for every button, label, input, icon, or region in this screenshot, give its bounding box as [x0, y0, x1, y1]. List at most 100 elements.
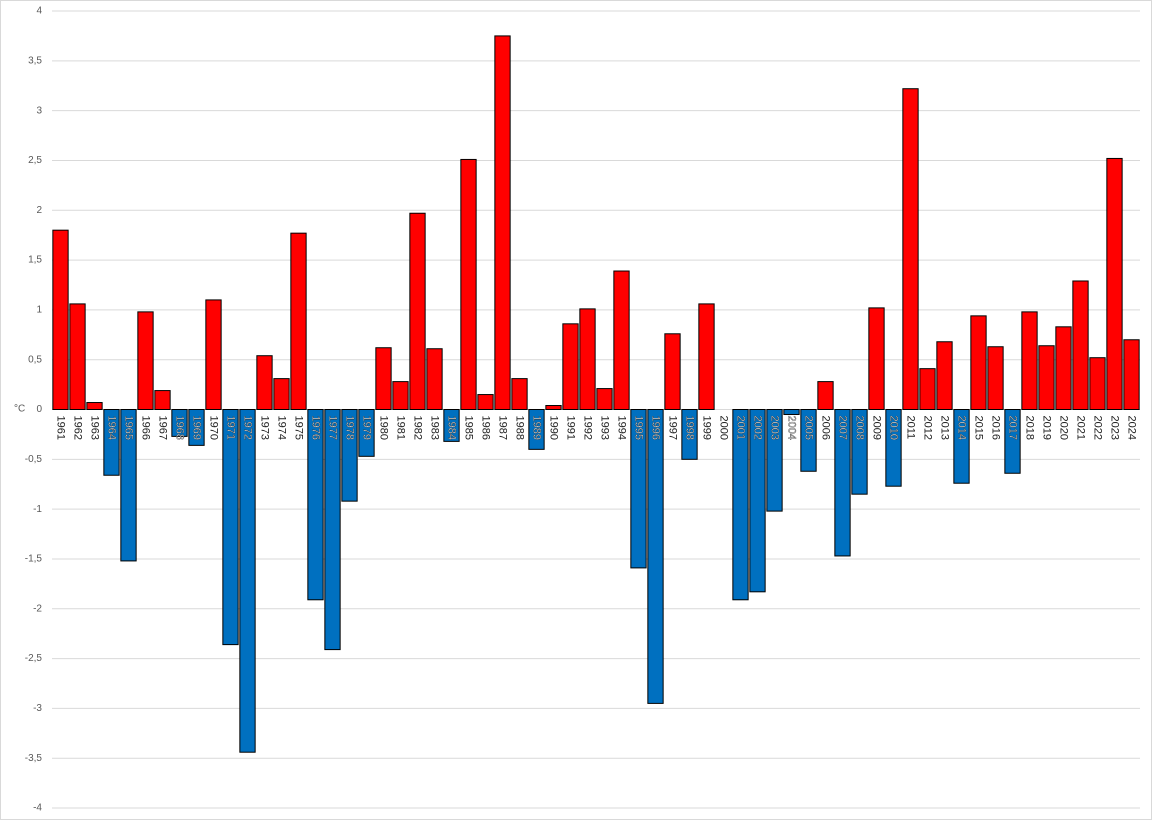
x-tick-label: 2006 [820, 416, 832, 440]
x-tick-label: 2011 [905, 416, 917, 440]
x-tick-label: 1989 [531, 416, 543, 440]
bar [1106, 157, 1123, 410]
bar [749, 409, 766, 593]
y-tick-label: -0,5 [25, 454, 43, 465]
bar [953, 409, 970, 484]
bar [52, 229, 69, 410]
y-tick-label: 1,5 [28, 255, 42, 266]
x-tick-label: 1977 [327, 416, 339, 440]
bar [137, 311, 154, 410]
bar [477, 394, 494, 410]
bar [698, 303, 715, 410]
x-tick-label: 2021 [1075, 416, 1087, 440]
bar [647, 409, 664, 704]
x-tick-label: 2019 [1041, 416, 1053, 440]
y-tick-label: -2 [33, 603, 42, 614]
bar [103, 409, 120, 476]
bar [375, 347, 392, 411]
bar [868, 307, 885, 411]
y-tick-label: 3,5 [28, 55, 42, 66]
x-tick-label: 1968 [174, 416, 186, 440]
bar [341, 409, 358, 502]
x-tick-label: 2004 [786, 416, 798, 440]
x-tick-label: 1963 [89, 416, 101, 440]
bar [443, 409, 460, 442]
x-tick-label: 1971 [225, 416, 237, 440]
bar [1055, 326, 1072, 410]
bar [188, 409, 205, 446]
bar [511, 378, 528, 410]
y-tick-label: 2,5 [28, 155, 42, 166]
bar [1072, 280, 1089, 411]
bar [239, 409, 256, 753]
x-tick-label: 2023 [1109, 416, 1121, 440]
x-tick-label: 1997 [667, 416, 679, 440]
bar [885, 409, 902, 487]
y-tick-label: 3 [36, 105, 42, 116]
bar [324, 409, 341, 651]
y-tick-label: -3 [33, 703, 42, 714]
bar [528, 409, 545, 450]
bar [919, 368, 936, 410]
bar [596, 388, 613, 410]
x-tick-label: 2017 [1007, 416, 1019, 440]
bar [273, 378, 290, 410]
bar [783, 409, 800, 415]
x-tick-label: 1982 [412, 416, 424, 440]
x-tick-label: 2010 [888, 416, 900, 440]
bar [256, 355, 273, 411]
x-tick-label: 2018 [1024, 416, 1036, 440]
x-tick-label: 2007 [837, 416, 849, 440]
bar [1089, 357, 1106, 411]
x-tick-label: 2013 [939, 416, 951, 440]
bar [392, 381, 409, 411]
bar [732, 409, 749, 601]
x-tick-label: 1985 [463, 416, 475, 440]
bar [69, 303, 86, 410]
x-tick-label: 1980 [378, 416, 390, 440]
x-tick-label: 1990 [548, 416, 560, 440]
bar [205, 299, 222, 411]
y-tick-label: -2,5 [25, 653, 43, 664]
x-tick-label: 2012 [922, 416, 934, 440]
bar [851, 409, 868, 495]
x-tick-label: 1994 [616, 416, 628, 440]
x-tick-label: 1965 [123, 416, 135, 440]
bar [222, 409, 239, 646]
x-tick-label: 1983 [429, 416, 441, 440]
x-tick-label: 1976 [310, 416, 322, 440]
y-tick-label: 0 [36, 404, 42, 415]
bar [800, 409, 817, 472]
x-tick-label: 1987 [497, 416, 509, 440]
y-tick-label: -3,5 [25, 753, 43, 764]
bar [290, 232, 307, 410]
x-tick-label: 1991 [565, 416, 577, 440]
bar [817, 381, 834, 411]
x-tick-label: 2016 [990, 416, 1002, 440]
bar [970, 315, 987, 411]
x-tick-label: 1988 [514, 416, 526, 440]
x-tick-label: 1993 [599, 416, 611, 440]
bar [120, 409, 137, 562]
bar [664, 333, 681, 410]
bar [307, 409, 324, 601]
x-tick-label: 1974 [276, 416, 288, 440]
x-tick-label: 1970 [208, 416, 220, 440]
x-tick-label: 1972 [242, 416, 254, 440]
y-tick-label: -4 [33, 803, 42, 814]
bar [1004, 409, 1021, 474]
bar [766, 409, 783, 512]
y-tick-label: 0,5 [28, 354, 42, 365]
x-tick-label: 2005 [803, 416, 815, 440]
x-tick-label: 1973 [259, 416, 271, 440]
x-tick-label: 2003 [769, 416, 781, 440]
bar [902, 88, 919, 411]
x-tick-label: 2020 [1058, 416, 1070, 440]
x-tick-label: 1979 [361, 416, 373, 440]
bar [613, 270, 630, 410]
x-tick-label: 2022 [1092, 416, 1104, 440]
bar [1123, 339, 1140, 411]
bar [987, 346, 1004, 410]
x-tick-label: 1981 [395, 416, 407, 440]
